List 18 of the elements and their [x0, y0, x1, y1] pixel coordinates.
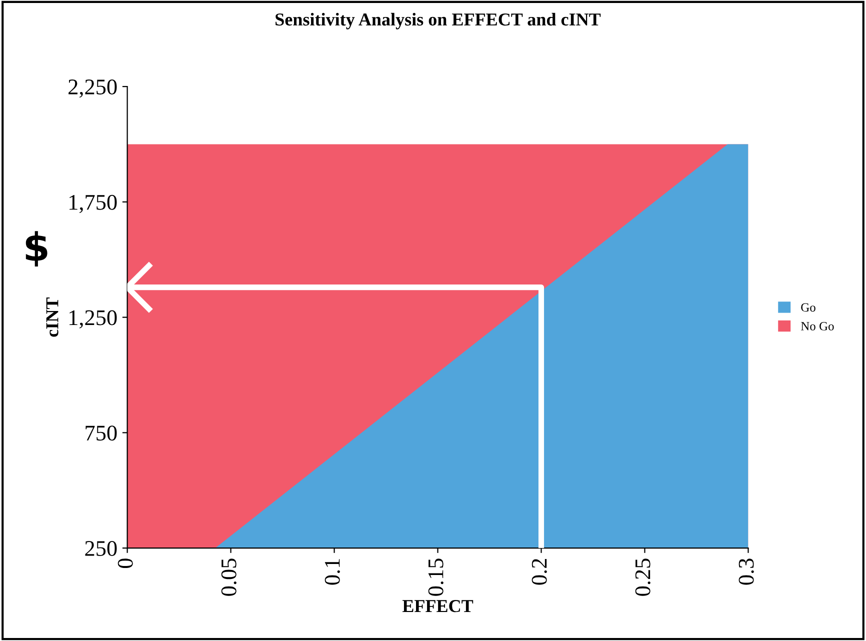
x-axis-title: EFFECT	[402, 600, 474, 612]
y-tick-label: 2,250	[68, 79, 117, 98]
legend-label: No Go	[800, 322, 834, 330]
y-tick-label: 750	[86, 426, 117, 441]
x-tick-label: 0.05	[221, 558, 236, 596]
x-tick-label: 0.2	[532, 559, 547, 585]
y-tick-label: 1,750	[70, 194, 117, 214]
x-tick-label: 0	[118, 558, 133, 568]
chart-title: Sensitivity Analysis on EFFECT and cINT	[276, 12, 601, 30]
x-tick-label: 0.1	[324, 559, 340, 585]
text: $	[26, 231, 48, 266]
x-tick-label: 0.25	[635, 558, 650, 596]
x-tick-label: 0.3	[738, 558, 754, 585]
y-axis-title: cINT	[46, 298, 58, 337]
legend-label: Go	[801, 303, 816, 312]
x-tick-label: 0.15	[428, 558, 444, 596]
y-tick-label: 1,250	[70, 310, 117, 328]
y-tick-label: 250	[85, 540, 117, 556]
